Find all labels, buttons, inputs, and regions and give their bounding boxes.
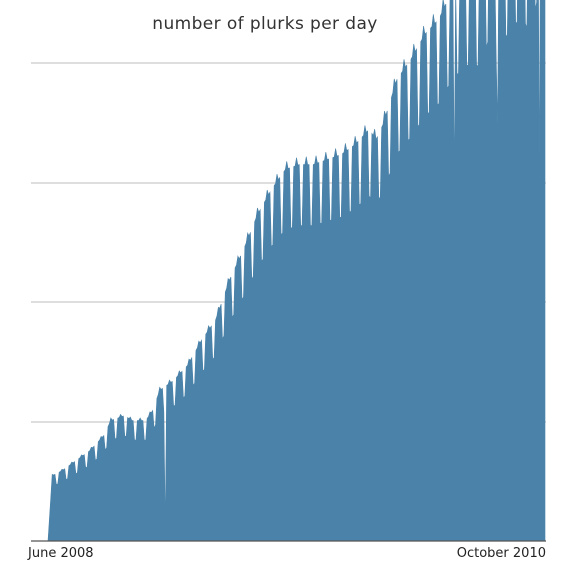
chart-title: number of plurks per day: [152, 14, 377, 34]
x-tick-label-end: October 2010: [457, 546, 546, 561]
x-tick-label-start: June 2008: [27, 546, 94, 561]
data-area: [47, 0, 546, 542]
